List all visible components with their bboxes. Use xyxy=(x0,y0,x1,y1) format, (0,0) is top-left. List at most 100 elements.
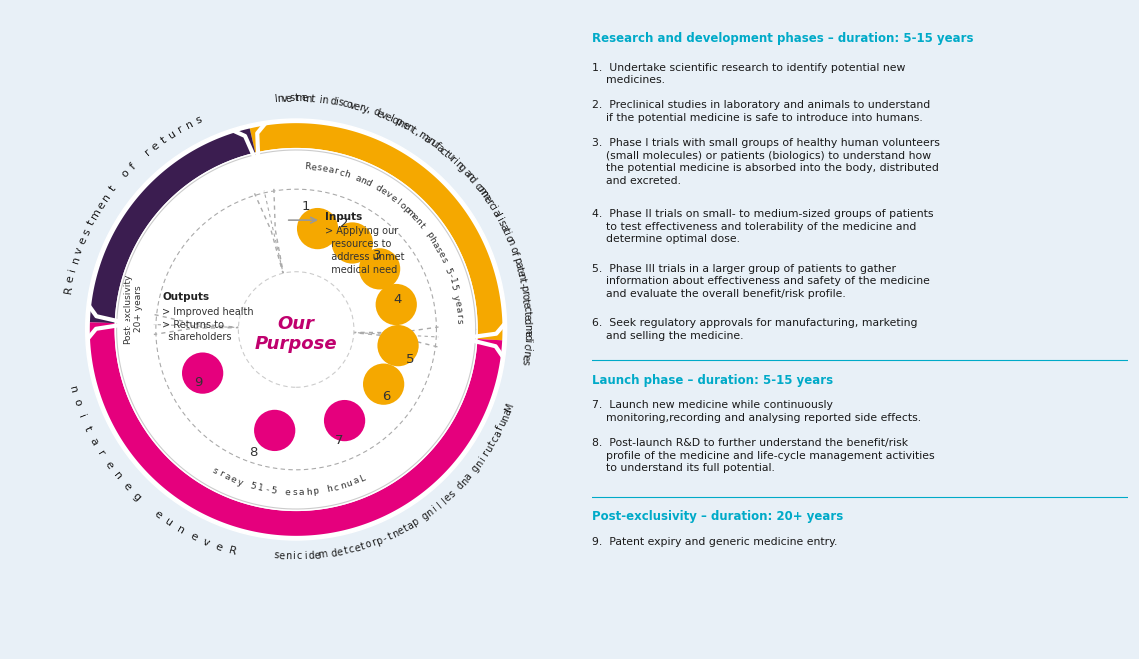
Text: -: - xyxy=(445,273,454,279)
Text: r: r xyxy=(177,124,186,135)
Text: s: s xyxy=(289,94,295,103)
Text: h: h xyxy=(427,235,437,244)
Text: c: c xyxy=(341,98,349,109)
Text: t: t xyxy=(401,523,410,534)
Text: n: n xyxy=(67,385,79,394)
Text: 3.  Phase I trials with small groups of healthy human volunteers
    (small mole: 3. Phase I trials with small groups of h… xyxy=(592,138,940,186)
Text: 7.  Launch new medicine while continuously
    monitoring,recording and analysin: 7. Launch new medicine while continuousl… xyxy=(592,401,921,423)
Text: i: i xyxy=(501,231,511,238)
Circle shape xyxy=(331,222,372,264)
Circle shape xyxy=(238,272,354,387)
Text: n: n xyxy=(499,413,511,423)
Text: e: e xyxy=(229,474,238,485)
Text: h: h xyxy=(326,484,333,494)
Text: i: i xyxy=(451,157,460,167)
Text: e: e xyxy=(401,120,411,132)
Text: e: e xyxy=(313,550,320,561)
Text: u: u xyxy=(345,478,353,489)
Text: 9.  Patent expiry and generic medicine entry.: 9. Patent expiry and generic medicine en… xyxy=(592,537,837,547)
Text: o: o xyxy=(71,398,83,407)
Text: e: e xyxy=(336,547,344,558)
Text: e: e xyxy=(103,459,115,471)
Text: i: i xyxy=(76,413,87,419)
Text: a: a xyxy=(498,222,509,232)
Text: 5.  Phase III trials in a larger group of patients to gather
    information abo: 5. Phase III trials in a larger group of… xyxy=(592,264,931,299)
Text: i: i xyxy=(67,267,79,272)
Text: 1.  Undertake scientific research to identify potential new
    medicines.: 1. Undertake scientific research to iden… xyxy=(592,63,906,85)
Text: e: e xyxy=(121,480,132,492)
Text: 1: 1 xyxy=(446,277,457,285)
Text: d: d xyxy=(363,178,372,188)
Text: g: g xyxy=(456,161,467,173)
Text: o: o xyxy=(396,200,407,211)
Text: c: c xyxy=(333,482,339,492)
Text: o: o xyxy=(390,115,400,127)
Text: l: l xyxy=(492,212,502,220)
Text: i: i xyxy=(293,552,295,561)
Text: s: s xyxy=(316,163,322,173)
Text: R: R xyxy=(63,285,74,294)
Text: m: m xyxy=(417,130,431,143)
Text: t: t xyxy=(107,184,118,194)
Text: i: i xyxy=(335,97,339,107)
Text: r: r xyxy=(448,154,457,164)
Text: t: t xyxy=(386,531,394,542)
Text: t: t xyxy=(82,424,93,433)
Text: s: s xyxy=(439,256,449,264)
Text: e: e xyxy=(522,314,532,320)
Text: a: a xyxy=(462,472,474,482)
Text: a: a xyxy=(405,520,416,531)
Text: t: t xyxy=(85,219,97,227)
Text: n: n xyxy=(277,94,284,104)
Text: g: g xyxy=(130,490,142,502)
Text: n: n xyxy=(459,476,470,487)
Text: a: a xyxy=(461,168,473,179)
Text: t: t xyxy=(409,125,417,135)
Text: a: a xyxy=(492,429,503,439)
Text: v: v xyxy=(281,94,287,104)
Text: l: l xyxy=(440,497,448,507)
Text: t: t xyxy=(343,546,349,556)
Text: ,: , xyxy=(412,127,420,137)
Text: i: i xyxy=(522,339,532,343)
Text: o: o xyxy=(519,293,531,301)
Text: f: f xyxy=(495,425,506,432)
Text: e: e xyxy=(352,101,361,112)
Text: n: n xyxy=(505,237,516,246)
Text: 5: 5 xyxy=(443,266,453,275)
Text: s: s xyxy=(293,488,297,497)
Text: i: i xyxy=(522,348,532,351)
Text: n: n xyxy=(413,216,424,227)
Text: M: M xyxy=(503,401,516,413)
Text: 5: 5 xyxy=(405,353,415,366)
Text: s: s xyxy=(495,219,507,228)
Text: n: n xyxy=(359,175,368,186)
Circle shape xyxy=(115,148,477,511)
Text: s: s xyxy=(454,318,464,324)
Text: t: t xyxy=(517,277,527,283)
Text: t: t xyxy=(521,299,531,303)
Text: p: p xyxy=(394,117,403,129)
Text: > Improved health
> Returns to
  shareholders: > Improved health > Returns to sharehold… xyxy=(162,307,254,343)
Text: n: n xyxy=(69,255,82,265)
Text: p: p xyxy=(401,204,411,215)
Text: I: I xyxy=(274,94,278,104)
Text: e: e xyxy=(214,542,224,554)
Text: e: e xyxy=(65,275,76,284)
Text: e: e xyxy=(96,200,107,211)
Text: f: f xyxy=(128,161,138,171)
Text: d: d xyxy=(308,551,314,561)
Text: v: v xyxy=(349,100,357,111)
Text: p: p xyxy=(511,256,523,266)
Text: e: e xyxy=(375,108,385,120)
Circle shape xyxy=(363,364,404,405)
Text: e: e xyxy=(452,301,462,307)
Polygon shape xyxy=(249,123,502,340)
Text: v: v xyxy=(384,190,393,200)
Circle shape xyxy=(182,353,223,393)
Text: a: a xyxy=(353,173,362,184)
Text: a: a xyxy=(501,408,513,417)
Text: t: t xyxy=(310,94,314,104)
Text: e: e xyxy=(279,551,286,561)
Text: c: c xyxy=(297,552,302,561)
